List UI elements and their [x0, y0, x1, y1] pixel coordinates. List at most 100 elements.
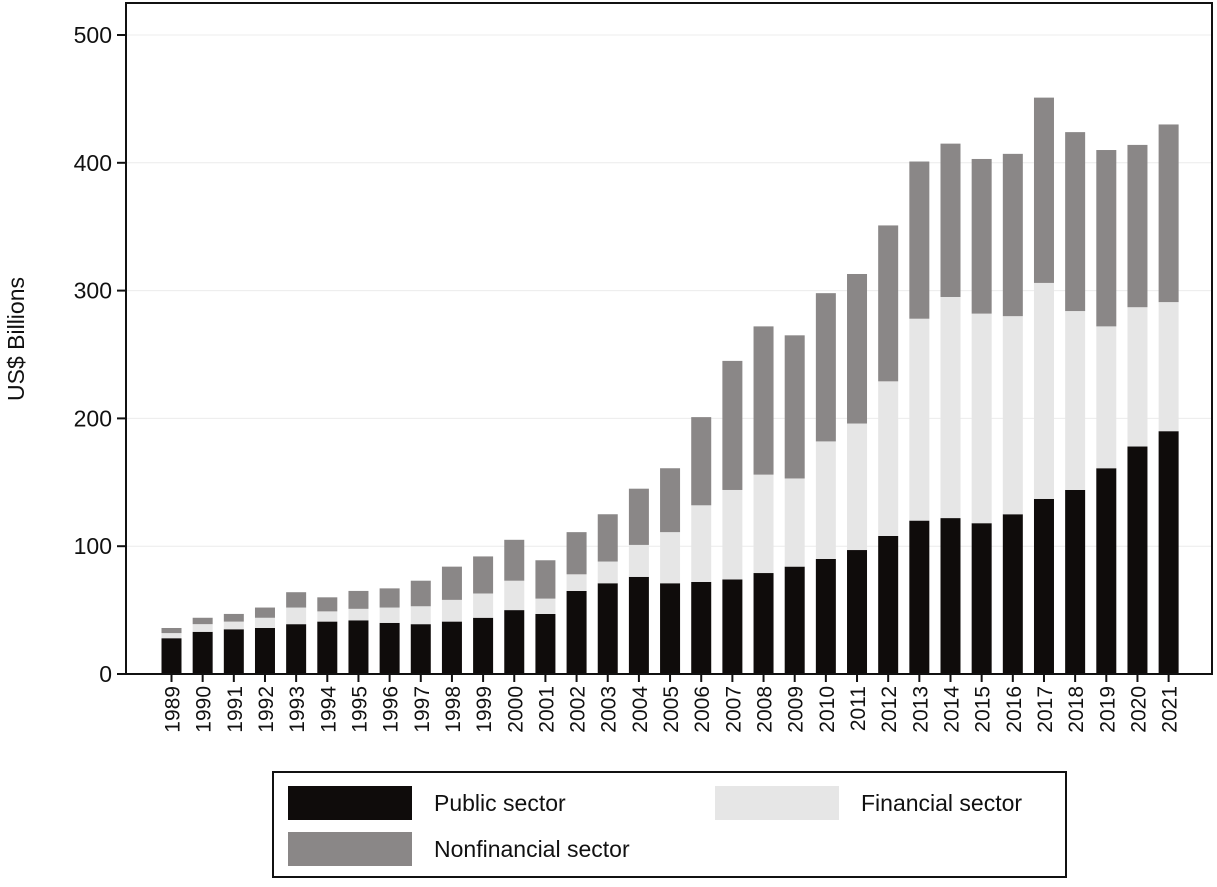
x-tick-label-2000: 2000 — [504, 686, 527, 733]
bar-public-1999 — [473, 617, 494, 674]
y-axis-ticks: 0 100 200 300 400 500 — [74, 22, 126, 687]
bar-financial-2009 — [784, 478, 805, 567]
bar-nonfinancial-1998 — [441, 566, 462, 600]
x-tick-label-2004: 2004 — [629, 686, 652, 733]
bar-nonfinancial-1995 — [348, 590, 369, 609]
bar-nonfinancial-1990 — [192, 617, 213, 625]
bar-public-2020 — [1127, 446, 1148, 674]
y-tick-label: 200 — [74, 405, 112, 431]
x-tick-label-2006: 2006 — [691, 686, 714, 733]
bar-financial-2008 — [753, 474, 774, 574]
bar-nonfinancial-2019 — [1096, 150, 1117, 327]
bar-public-2008 — [753, 573, 774, 674]
bar-nonfinancial-2005 — [660, 468, 681, 533]
bar-financial-2007 — [722, 489, 743, 580]
x-tick-label-2016: 2016 — [1003, 686, 1026, 733]
bar-financial-1995 — [348, 608, 369, 621]
bar-public-2015 — [971, 523, 992, 674]
bar-public-1998 — [441, 621, 462, 674]
bar-nonfinancial-1993 — [286, 592, 307, 608]
bar-public-1989 — [161, 638, 182, 674]
bar-public-1990 — [192, 631, 213, 674]
x-tick-label-1998: 1998 — [442, 686, 465, 733]
x-tick-label-2020: 2020 — [1127, 686, 1150, 733]
x-tick-label-1992: 1992 — [255, 686, 278, 733]
bar-nonfinancial-2001 — [535, 560, 556, 599]
bar-nonfinancial-2011 — [847, 273, 868, 424]
x-tick-label-2017: 2017 — [1034, 686, 1057, 733]
bar-nonfinancial-2014 — [940, 143, 961, 297]
bar-public-2019 — [1096, 468, 1117, 674]
x-tick-label-1994: 1994 — [317, 686, 340, 733]
bar-financial-2020 — [1127, 307, 1148, 447]
bar-nonfinancial-2015 — [971, 158, 992, 314]
bar-nonfinancial-1996 — [379, 588, 400, 608]
bar-financial-1990 — [192, 624, 213, 632]
x-tick-label-2002: 2002 — [567, 686, 590, 733]
legend: Public sector Financial sector Nonfinanc… — [272, 771, 1067, 878]
bar-public-2009 — [784, 566, 805, 674]
legend-label-financial: Financial sector — [861, 789, 1023, 816]
bar-nonfinancial-2021 — [1158, 124, 1179, 303]
y-tick-label: 0 — [99, 661, 112, 687]
gridlines — [126, 34, 1212, 547]
bar-public-2000 — [504, 610, 525, 674]
bar-financial-2012 — [878, 381, 899, 536]
x-tick-label-2003: 2003 — [598, 686, 621, 733]
legend-swatch-public — [288, 786, 412, 820]
bar-financial-2013 — [909, 318, 930, 521]
bar-financial-2018 — [1065, 311, 1086, 490]
bar-public-1991 — [223, 629, 244, 674]
bar-financial-2006 — [691, 505, 712, 582]
bar-nonfinancial-2002 — [566, 532, 587, 575]
bar-financial-2001 — [535, 598, 556, 614]
bar-financial-1989 — [161, 633, 182, 639]
bar-financial-1999 — [473, 593, 494, 618]
x-tick-label-2001: 2001 — [535, 686, 558, 733]
bar-financial-1994 — [317, 611, 338, 622]
bar-financial-1997 — [410, 606, 431, 625]
bar-nonfinancial-2012 — [878, 225, 899, 382]
x-axis-ticks: 1989 1990 1991 1992 1993 1994 1995 1996 1997 1998… — [162, 674, 1182, 733]
legend-item-public: Public sector — [288, 786, 566, 820]
x-tick-label-1997: 1997 — [411, 686, 434, 733]
bar-public-2016 — [1002, 514, 1023, 674]
bar-financial-2019 — [1096, 326, 1117, 469]
x-tick-label-2010: 2010 — [816, 686, 839, 733]
bar-public-2018 — [1065, 489, 1086, 674]
bar-financial-2000 — [504, 580, 525, 611]
bar-public-2011 — [847, 550, 868, 674]
x-tick-label-1989: 1989 — [162, 686, 185, 733]
bar-financial-2017 — [1033, 282, 1054, 499]
bar-financial-2010 — [815, 441, 836, 559]
bar-public-2002 — [566, 590, 587, 674]
x-tick-label-1993: 1993 — [286, 686, 309, 733]
plot-frame — [125, 2, 1213, 675]
bar-public-1994 — [317, 621, 338, 674]
bar-public-1993 — [286, 624, 307, 674]
bar-public-2004 — [628, 576, 649, 674]
x-tick-label-2009: 2009 — [785, 686, 808, 733]
x-tick-label-2018: 2018 — [1065, 686, 1088, 733]
x-tick-label-2013: 2013 — [909, 686, 932, 733]
legend-label-nonfinancial: Nonfinancial sector — [434, 835, 630, 862]
x-tick-label-1996: 1996 — [380, 686, 403, 733]
bar-financial-1992 — [254, 617, 275, 628]
x-tick-label-2005: 2005 — [660, 686, 683, 733]
legend-item-financial: Financial sector — [715, 786, 1022, 820]
x-tick-label-2021: 2021 — [1159, 686, 1182, 733]
bar-nonfinancial-2009 — [784, 335, 805, 479]
bar-public-2007 — [722, 579, 743, 674]
bar-financial-2015 — [971, 313, 992, 524]
bar-public-2021 — [1158, 431, 1179, 674]
bar-public-2012 — [878, 535, 899, 674]
bar-nonfinancial-2008 — [753, 326, 774, 475]
bar-public-2010 — [815, 558, 836, 674]
x-tick-label-1999: 1999 — [473, 686, 496, 733]
bar-nonfinancial-1992 — [254, 607, 275, 618]
y-tick-label: 500 — [74, 22, 112, 48]
bar-public-2003 — [597, 583, 618, 674]
x-tick-label-2007: 2007 — [722, 686, 745, 733]
